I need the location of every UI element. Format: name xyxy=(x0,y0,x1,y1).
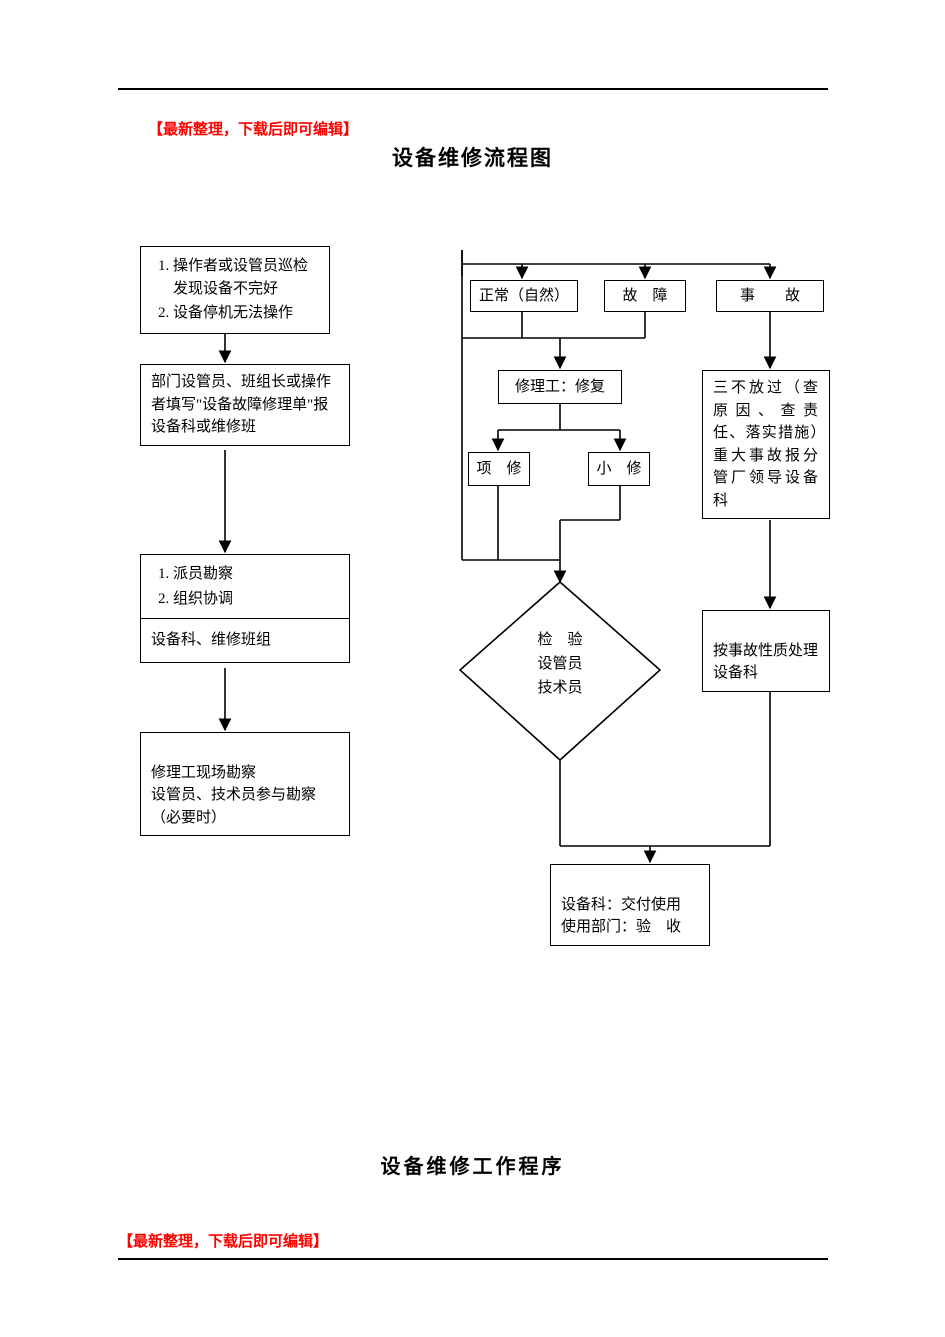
left-box-onsite: 修理工现场勘察 设管员、技术员参与勘察（必要时） xyxy=(140,732,350,836)
left-box-report-text: 部门设管员、班组长或操作者填写"设备故障修理单"报设备科或维修班 xyxy=(151,374,331,435)
cat-normal: 正常（自然） xyxy=(470,280,578,312)
sub-title: 设备维修工作程序 xyxy=(0,1150,945,1179)
cat-accident-text: 事 故 xyxy=(740,285,800,308)
accident-box-text: 三不放过（查原因、查责任、落实措施）重大事故报分管厂领导设备科 xyxy=(713,380,819,509)
deliver-box-text: 设备科：交付使用 使用部门：验 收 xyxy=(561,897,681,936)
decision-label: 检 验 设管员 技术员 xyxy=(510,628,610,700)
left-box-survey-item2: 组织协调 xyxy=(173,588,339,611)
cat-accident: 事 故 xyxy=(716,280,824,312)
left-box-survey-item1: 派员勘察 xyxy=(173,563,339,586)
item-repair-box: 项 修 xyxy=(468,452,530,486)
left-box-discover-item2: 设备停机无法操作 xyxy=(173,302,319,325)
left-box-report: 部门设管员、班组长或操作者填写"设备故障修理单"报设备科或维修班 xyxy=(140,364,350,446)
bottom-rule xyxy=(118,1258,828,1260)
left-box-discover-item1: 操作者或设管员巡检发现设备不完好 xyxy=(173,255,319,300)
minor-repair-text: 小 修 xyxy=(596,458,641,481)
handle-box-text: 按事故性质处理 设备科 xyxy=(713,643,818,682)
notice-bottom: 【最新整理，下载后即可编辑】 xyxy=(118,1230,328,1251)
repair-box: 修理工：修复 xyxy=(498,370,622,404)
accident-box: 三不放过（查原因、查责任、落实措施）重大事故报分管厂领导设备科 xyxy=(702,370,830,519)
handle-box: 按事故性质处理 设备科 xyxy=(702,610,830,692)
cat-fault: 故 障 xyxy=(604,280,686,312)
cat-fault-text: 故 障 xyxy=(622,285,667,308)
page: 【最新整理，下载后即可编辑】 设备维修流程图 xyxy=(0,0,945,1337)
deliver-box: 设备科：交付使用 使用部门：验 收 xyxy=(550,864,710,946)
left-box-survey-org: 派员勘察 组织协调 设备科、维修班组 xyxy=(140,554,350,663)
minor-repair-box: 小 修 xyxy=(588,452,650,486)
left-box-discover: 操作者或设管员巡检发现设备不完好 设备停机无法操作 xyxy=(140,246,330,334)
left-box-onsite-text: 修理工现场勘察 设管员、技术员参与勘察（必要时） xyxy=(151,765,316,826)
cat-normal-text: 正常（自然） xyxy=(479,285,569,308)
item-repair-text: 项 修 xyxy=(476,458,521,481)
repair-box-text: 修理工：修复 xyxy=(515,376,605,399)
left-box-survey-footer: 设备科、维修班组 xyxy=(141,619,349,662)
